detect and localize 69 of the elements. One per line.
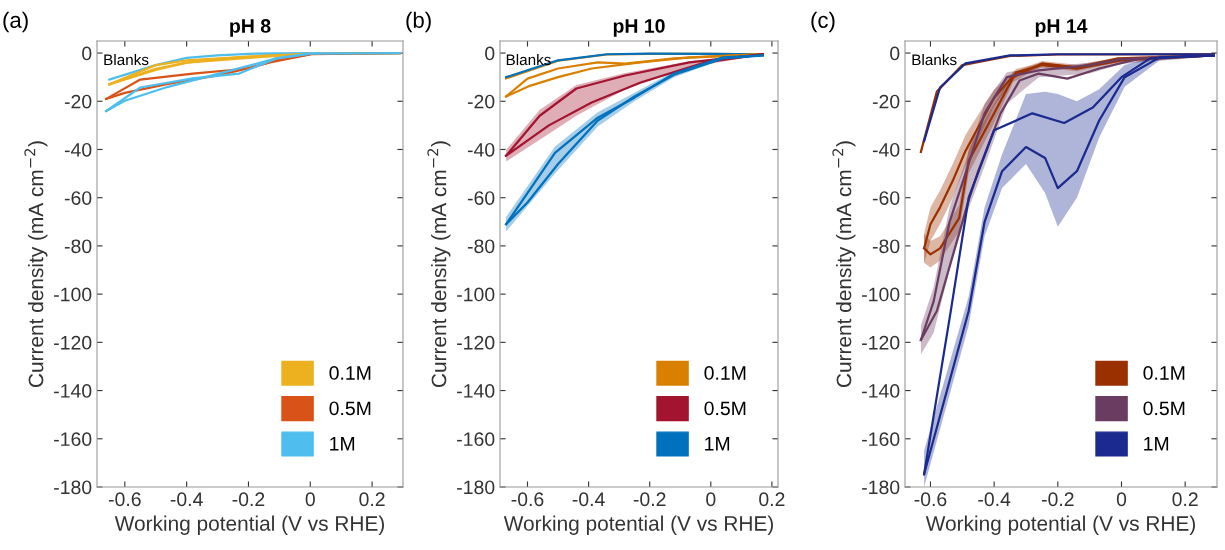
x-tick-label: 0 xyxy=(706,492,716,507)
y-tick-label: 0 xyxy=(890,46,900,61)
y-tick-label: -60 xyxy=(64,191,92,205)
y-tick-label: -160 xyxy=(862,432,900,447)
legend-label: 1M xyxy=(1144,437,1169,451)
y-tick-label: -20 xyxy=(872,94,900,109)
legend-label: 0.1M xyxy=(704,366,746,380)
chart-title: pH 14 xyxy=(1035,19,1088,37)
y-tick-label: -180 xyxy=(862,480,900,495)
y-tick-label: -140 xyxy=(862,384,900,398)
y-tick-label: -20 xyxy=(64,94,92,109)
x-tick-label: -0.2 xyxy=(232,492,265,507)
legend-label: 0.5M xyxy=(329,401,371,416)
legend-label: 0.5M xyxy=(704,401,746,416)
annotation: Blanks xyxy=(912,53,957,66)
y-axis-title: Current density (mA cm$^{−2}$) xyxy=(832,141,856,387)
x-tick-label: -0.6 xyxy=(914,492,947,507)
chart-title: pH 10 xyxy=(613,19,665,37)
annotation: Blanks xyxy=(506,53,551,66)
legend-label: 1M xyxy=(330,437,355,451)
y-tick-label: -180 xyxy=(457,480,495,495)
x-tick-label: -0.4 xyxy=(572,492,605,507)
x-axis-title: Working potential (V vs RHE) xyxy=(503,515,773,535)
x-tick-label: 0.2 xyxy=(359,492,385,507)
text: (b) xyxy=(406,11,431,33)
x-tick-label: -0.4 xyxy=(170,492,203,507)
y-tick-label: -140 xyxy=(54,384,92,398)
y-axis-title: Current density (mA cm$^{−2}$) xyxy=(427,141,451,387)
y-tick-label: -120 xyxy=(862,335,900,350)
x-tick-label: 0.2 xyxy=(1172,492,1198,507)
y-tick-label: -80 xyxy=(64,239,92,254)
y-tick-label: -40 xyxy=(872,142,900,157)
y-axis-title: Current density (mA cm$^{−2}$) xyxy=(24,141,48,387)
x-tick-label: 0 xyxy=(305,492,315,507)
x-tick-label: 0 xyxy=(1116,492,1127,507)
y-tick-label: -140 xyxy=(457,384,495,398)
legend-label: 0.5M xyxy=(1143,401,1185,416)
legend-label: 0.1M xyxy=(329,366,371,380)
y-tick-label: -100 xyxy=(457,287,495,302)
y-tick-label: -40 xyxy=(467,142,495,157)
legend-label: 1M xyxy=(705,437,730,451)
chart-title: pH 8 xyxy=(230,19,271,37)
y-tick-label: -100 xyxy=(54,287,92,302)
y-tick-label: -160 xyxy=(54,432,92,447)
y-tick-label: -120 xyxy=(457,335,495,350)
annotation: Blanks xyxy=(104,53,149,66)
y-tick-label: -80 xyxy=(467,239,495,254)
y-tick-label: -80 xyxy=(872,239,900,254)
x-tick-label: 0.2 xyxy=(759,492,785,507)
y-tick-label: -20 xyxy=(467,94,495,109)
x-tick-label: -0.6 xyxy=(511,492,544,507)
x-axis-title: Working potential (V vs RHE) xyxy=(925,515,1195,535)
x-tick-label: -0.6 xyxy=(108,492,141,507)
x-tick-label: -0.2 xyxy=(1041,492,1074,507)
y-tick-label: -120 xyxy=(54,335,92,350)
legend-label: 0.1M xyxy=(1143,366,1185,380)
y-tick-label: -100 xyxy=(862,287,900,302)
y-tick-label: -60 xyxy=(872,191,900,205)
x-tick-label: -0.4 xyxy=(978,492,1011,507)
x-tick-label: -0.2 xyxy=(633,492,666,507)
text: (a) xyxy=(3,11,28,33)
text: (c) xyxy=(811,11,835,33)
y-tick-label: -160 xyxy=(457,432,495,447)
y-tick-label: -180 xyxy=(54,480,92,495)
x-axis-title: Working potential (V vs RHE) xyxy=(114,515,384,535)
y-tick-label: 0 xyxy=(82,46,92,61)
y-tick-label: -40 xyxy=(64,142,92,157)
y-tick-label: -60 xyxy=(467,191,495,205)
y-tick-label: 0 xyxy=(485,46,495,61)
